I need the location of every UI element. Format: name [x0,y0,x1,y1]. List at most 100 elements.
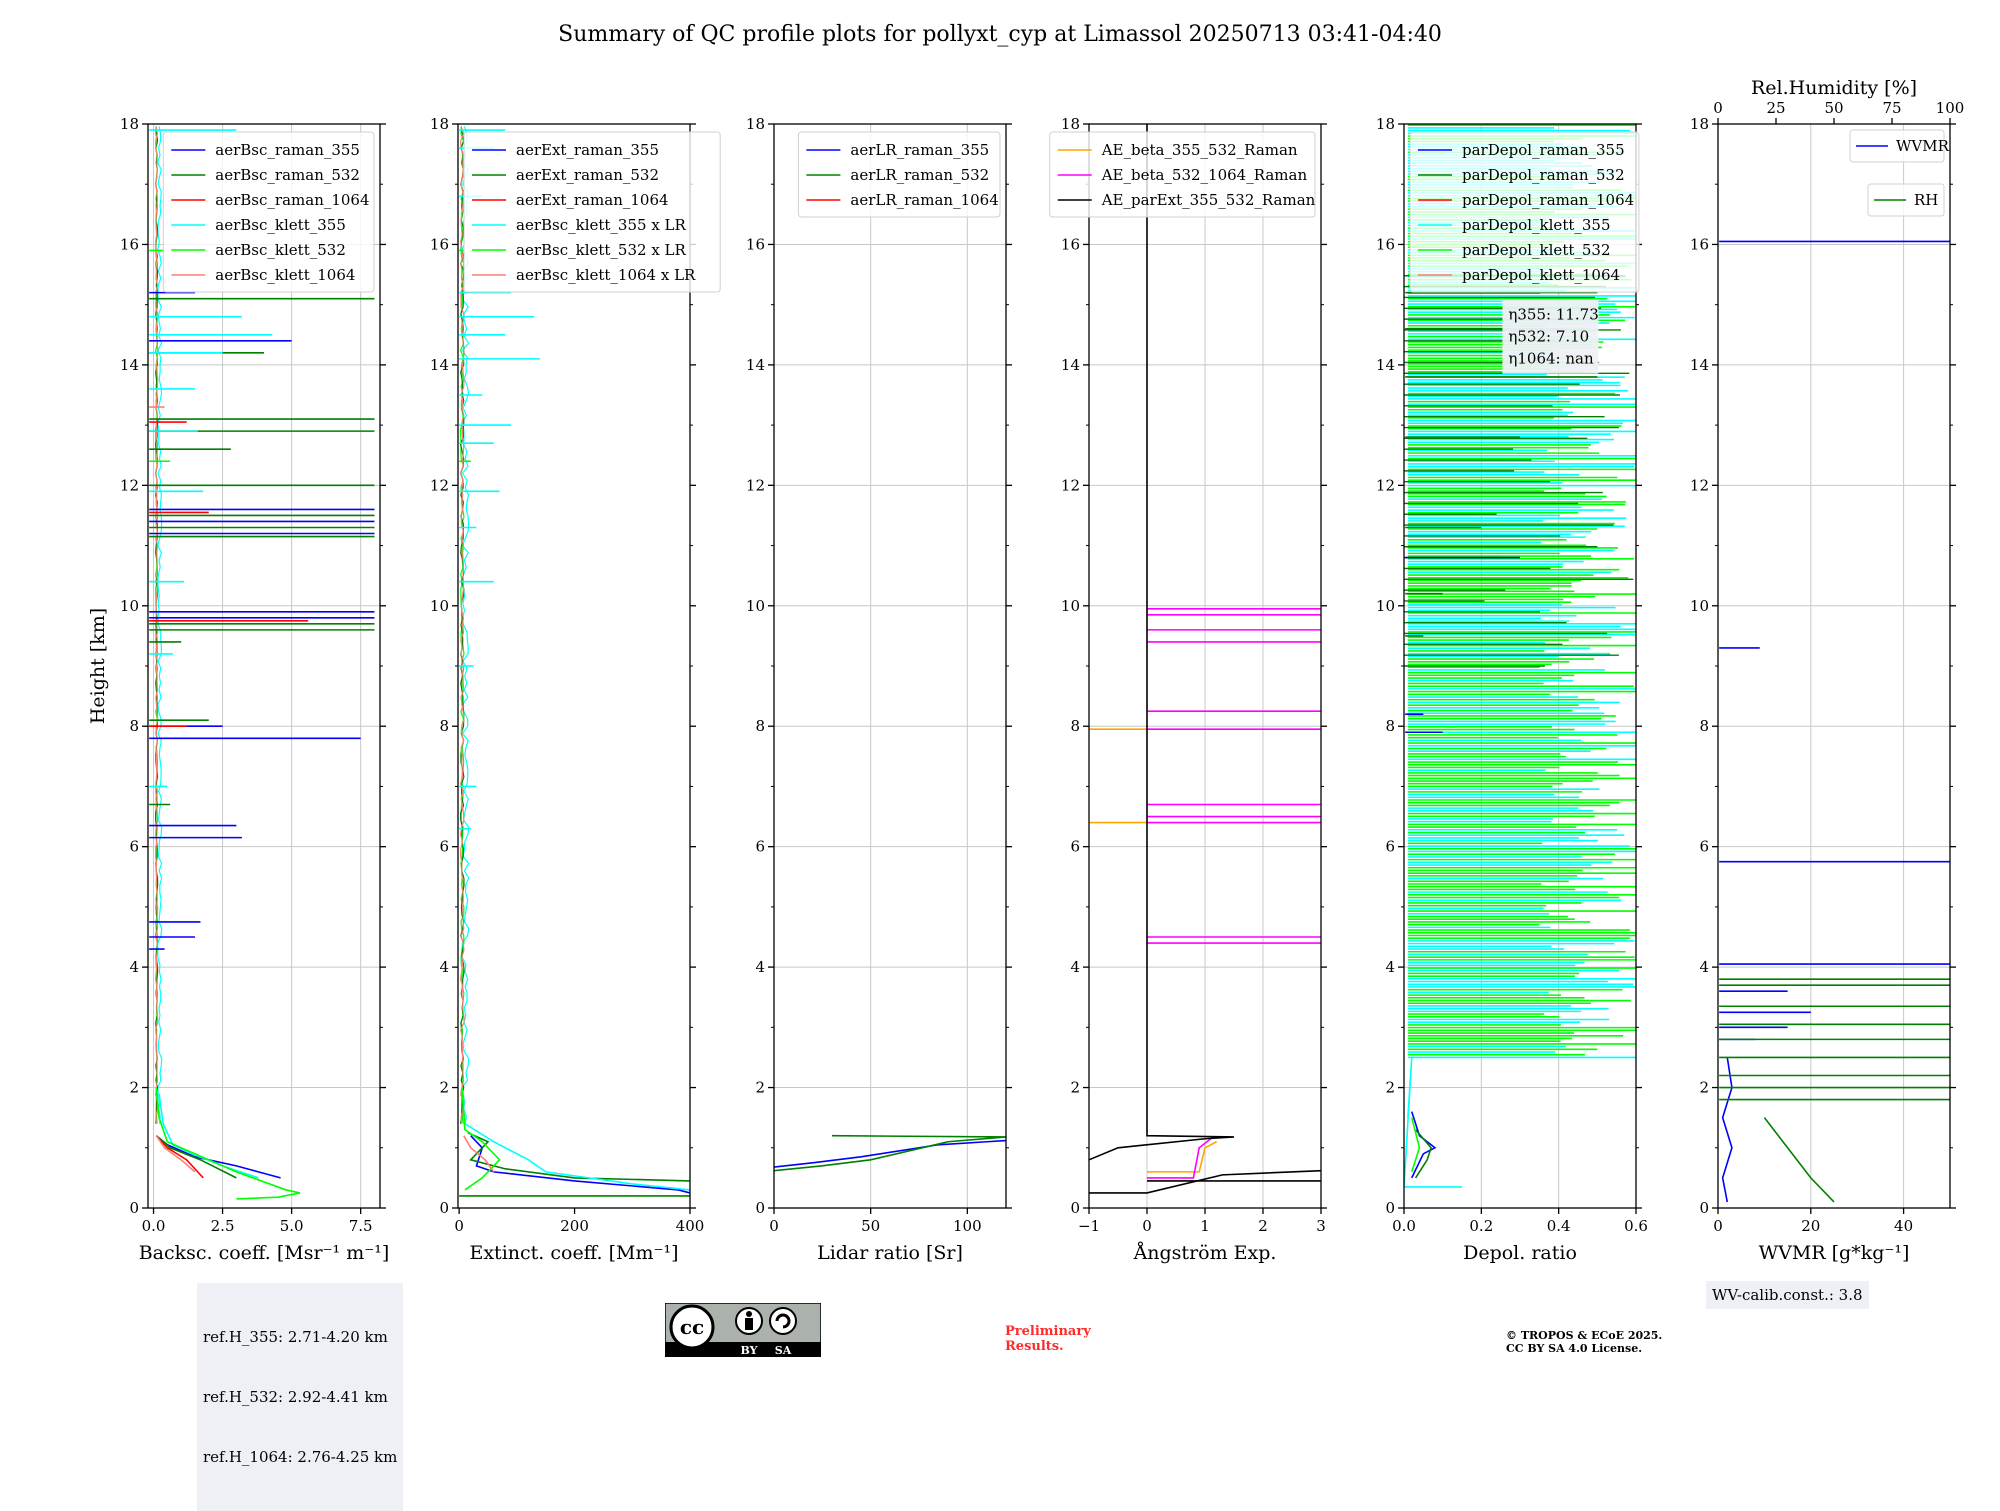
y-tick-label: 2 [129,1079,139,1097]
x-tick-label: 0.2 [1469,1217,1493,1235]
x-axis-label: Depol. ratio [1463,1242,1577,1264]
series-aerBsc_klett_532 x LR [461,1087,501,1191]
legend-label-aerBsc_raman_355: aerBsc_raman_355 [215,141,360,159]
y-tick-label: 18 [120,115,139,133]
chart-depolarization: 0 2 4 6 8 10 12 14 16 18 0.0 0.2 0.4 0.6 Depol. ratio p… [1376,115,1648,1264]
series-aerBsc_klett_355 x LR [461,1087,690,1191]
y-tick-label: 12 [746,476,765,494]
y-tick-label: 16 [1061,235,1080,253]
legend-label-parDepol_raman_355: parDepol_raman_355 [1462,141,1625,159]
x-tick-label: 0 [1142,1217,1152,1235]
y-tick-label: 18 [1061,115,1080,133]
y-tick-label: 18 [1376,115,1395,133]
legend: parDepol_raman_355 parDepol_raman_532 parD… [1409,131,1640,293]
legend: aerExt_raman_355 aerExt_raman_532 aerExt_r… [463,131,721,293]
legend-label-parDepol_klett_355: parDepol_klett_355 [1462,216,1611,234]
x-tick-label: 2.5 [211,1217,235,1235]
y-tick-label: 18 [746,115,765,133]
y-tick-label: 2 [1699,1079,1709,1097]
plot-area [459,126,690,1197]
y-tick-label: 6 [1699,838,1709,856]
x-tick-label: 50 [861,1217,880,1235]
y-tick-label: 4 [129,958,139,976]
y-tick-label: 0 [1070,1199,1080,1217]
copyright-line-2: CC BY SA 4.0 License. [1506,1342,1643,1355]
y-tick-label: 6 [129,838,139,856]
legend-box [162,131,375,293]
preliminary-line-2: Results. [1005,1339,1064,1354]
y-tick-label: 4 [1699,958,1709,976]
x-tick-label: 100 [953,1217,982,1235]
preliminary-line-1: Preliminary [1005,1324,1091,1339]
x-tick-label: −1 [1078,1217,1100,1235]
y-tick-label: 0 [755,1199,765,1217]
legend: aerBsc_raman_355 aerBsc_raman_532 aerBsc_r… [162,131,375,293]
x-axis-label: Lidar ratio [Sr] [817,1242,963,1264]
series-aerExt_raman_355 [470,1135,690,1194]
plot-area [149,126,375,1200]
x-axis-label: Extinct. coeff. [Mm⁻¹] [469,1242,678,1264]
x-axis-label: WVMR [g*kg⁻¹] [1759,1242,1910,1264]
y-tick-label: 14 [430,356,449,374]
top-x-tick-label: 75 [1882,99,1901,117]
y-tick-label: 4 [439,958,449,976]
series-WVMR [1721,1057,1733,1203]
y-tick-label: 14 [120,356,139,374]
y-tick-label: 10 [1061,597,1080,615]
y-tick-label: 10 [1376,597,1395,615]
y-tick-label: 4 [755,958,765,976]
copyright-note: © TROPOS & ECoE 2025. CC BY SA 4.0 Licen… [1506,1329,1746,1355]
y-tick-label: 8 [129,717,139,735]
cc-by-sa-license-badge: cc BY SA [665,1303,821,1357]
x-tick-label: 0.0 [142,1217,166,1235]
legend-label-aerBsc_klett_1064 x LR: aerBsc_klett_1064 x LR [516,266,696,284]
x-tick-label: 0.0 [1392,1217,1416,1235]
eta-annotation: η1064: nan [1508,350,1594,368]
legend-box [1409,131,1640,293]
x-tick-label: 3 [1316,1217,1326,1235]
y-tick-label: 18 [1690,115,1709,133]
y-tick-label: 6 [755,838,765,856]
legend-WVMR: WVMR [1849,129,1950,163]
legend-label-aerExt_raman_1064: aerExt_raman_1064 [516,191,669,209]
legend-label-aerBsc_raman_532: aerBsc_raman_532 [215,166,360,184]
by-label: BY [741,1344,758,1357]
x-tick-label: 0.6 [1624,1217,1648,1235]
series-AE_parExt_355_532_Raman [1089,1169,1321,1194]
series-aerExt_raman_532 [467,1131,690,1182]
chart-lidar-ratio: 0 2 4 6 8 10 12 14 16 18 0 50 100 Lidar ratio [Sr] aer… [746,115,1012,1264]
x-tick-label: 0.4 [1547,1217,1571,1235]
preliminary-results-note: Preliminary Results. [1005,1324,1145,1354]
y-tick-label: 6 [439,838,449,856]
y-tick-label: 10 [746,597,765,615]
noise-profile-cyan [157,126,163,1124]
y-tick-label: 16 [1690,235,1709,253]
series-AE_parExt_355_532_Raman-extra [1089,124,1235,1161]
annotation-bg [1502,299,1599,374]
x-tick-label: 1 [1200,1217,1210,1235]
y-tick-label: 10 [430,597,449,615]
y-tick-label: 6 [1385,838,1395,856]
series-AE_beta_355_532_Raman [1147,1141,1217,1173]
y-tick-label: 12 [1061,476,1080,494]
chart-extinction: 0 2 4 6 8 10 12 14 16 18 0 200 400 Extinct. coeff. [M… [430,115,721,1264]
sa-label: SA [775,1344,792,1357]
series-aerBsc_raman_1064 [155,1135,204,1179]
y-tick-label: 12 [1376,476,1395,494]
y-tick-label: 0 [439,1199,449,1217]
x-tick-label: 0 [769,1217,779,1235]
y-tick-label: 2 [1070,1079,1080,1097]
legend-label-aerBsc_klett_532: aerBsc_klett_532 [215,241,346,259]
y-tick-label: 0 [129,1199,139,1217]
series-aerBsc_raman_532 [155,1135,237,1179]
y-tick-label: 6 [1070,838,1080,856]
legend-label: RH [1914,191,1938,209]
y-tick-label: 0 [1385,1199,1395,1217]
series-aerBsc_klett_1064 x LR [463,1135,495,1173]
y-tick-label: 8 [1699,717,1709,735]
legend-label: WVMR [1896,137,1950,155]
x-tick-label: 2 [1258,1217,1268,1235]
y-tick-label: 12 [120,476,139,494]
top-x-tick-label: 50 [1824,99,1843,117]
